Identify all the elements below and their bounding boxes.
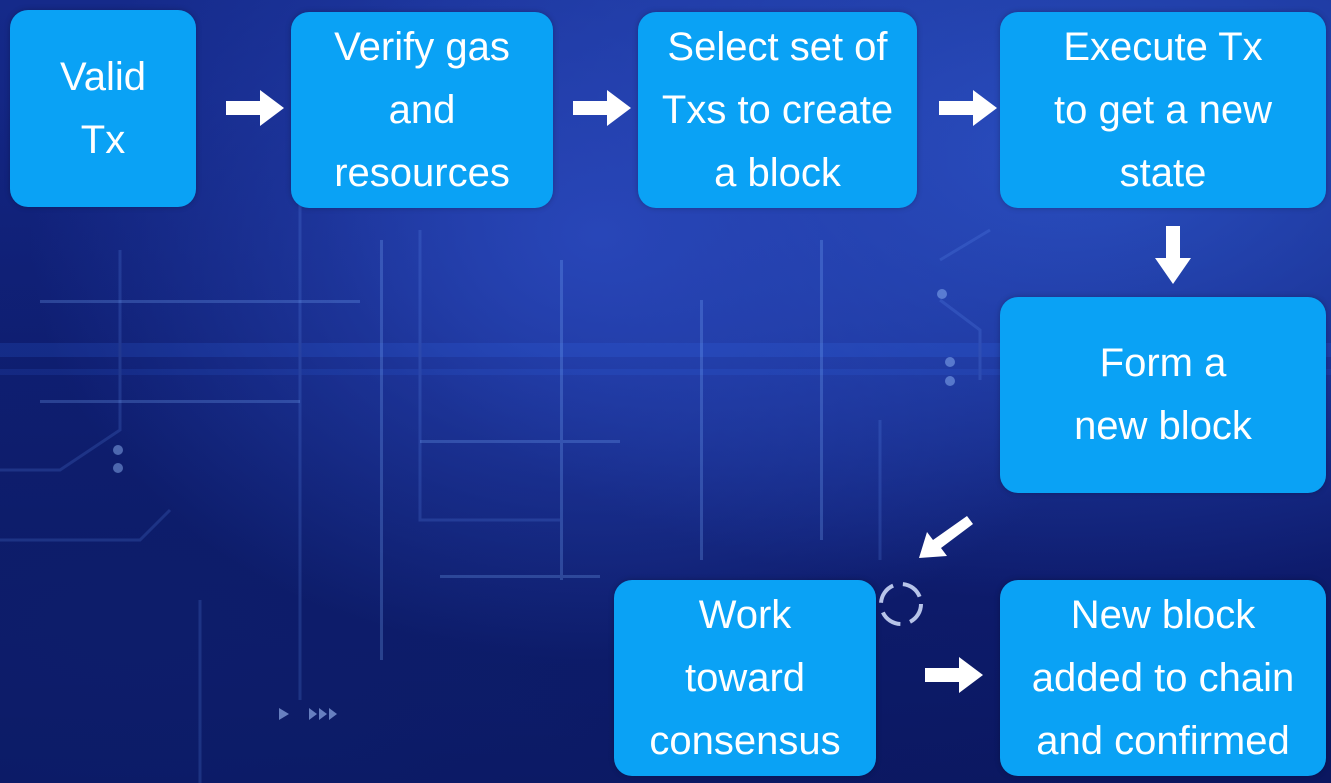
step-new-block-added-line-3: and confirmed — [1036, 718, 1290, 763]
arrow-right-icon — [226, 88, 286, 128]
step-verify-gas-line-1: Verify gas — [334, 24, 510, 69]
step-verify-gas-line-3: resources — [334, 150, 510, 195]
step-execute-tx-line-1: Execute Tx — [1063, 24, 1263, 69]
step-verify-gas: Verify gas and resources — [291, 12, 553, 208]
step-verify-gas-line-2: and — [388, 87, 456, 132]
step-form-block-line-1: Form a — [1099, 341, 1227, 385]
step-form-block: Form a new block — [1000, 297, 1326, 493]
step-select-txs-line-2: Txs to create — [661, 87, 894, 132]
step-form-block-line-2: new block — [1074, 404, 1252, 448]
play-icon — [275, 704, 345, 729]
step-execute-tx-line-2: to get a new — [1054, 87, 1272, 132]
step-execute-tx-line-3: state — [1119, 150, 1207, 195]
step-new-block-added: New block added to chain and confirmed — [1000, 580, 1326, 776]
step-new-block-added-line-2: added to chain — [1031, 655, 1295, 700]
arrow-right-icon — [939, 88, 999, 128]
step-execute-tx: Execute Tx to get a new state — [1000, 12, 1326, 208]
arrow-down-icon — [1153, 226, 1193, 286]
step-work-consensus-line-2: toward — [684, 655, 806, 700]
step-valid-tx-line-1: Valid — [60, 54, 146, 99]
step-work-consensus: Work toward consensus — [614, 580, 876, 776]
step-work-consensus-line-1: Work — [698, 592, 792, 637]
arrow-down-left-icon — [915, 512, 975, 562]
arrow-right-icon — [925, 655, 985, 695]
step-select-txs-line-3: a block — [714, 150, 841, 195]
step-new-block-added-line-1: New block — [1070, 592, 1256, 637]
step-select-txs: Select set of Txs to create a block — [638, 12, 917, 208]
step-work-consensus-line-3: consensus — [649, 718, 841, 763]
step-valid-tx: Valid Tx — [10, 10, 196, 207]
loading-spinner-icon — [876, 578, 926, 635]
step-select-txs-line-1: Select set of — [667, 24, 888, 69]
arrow-right-icon — [573, 88, 633, 128]
step-valid-tx-line-2: Tx — [80, 117, 126, 162]
